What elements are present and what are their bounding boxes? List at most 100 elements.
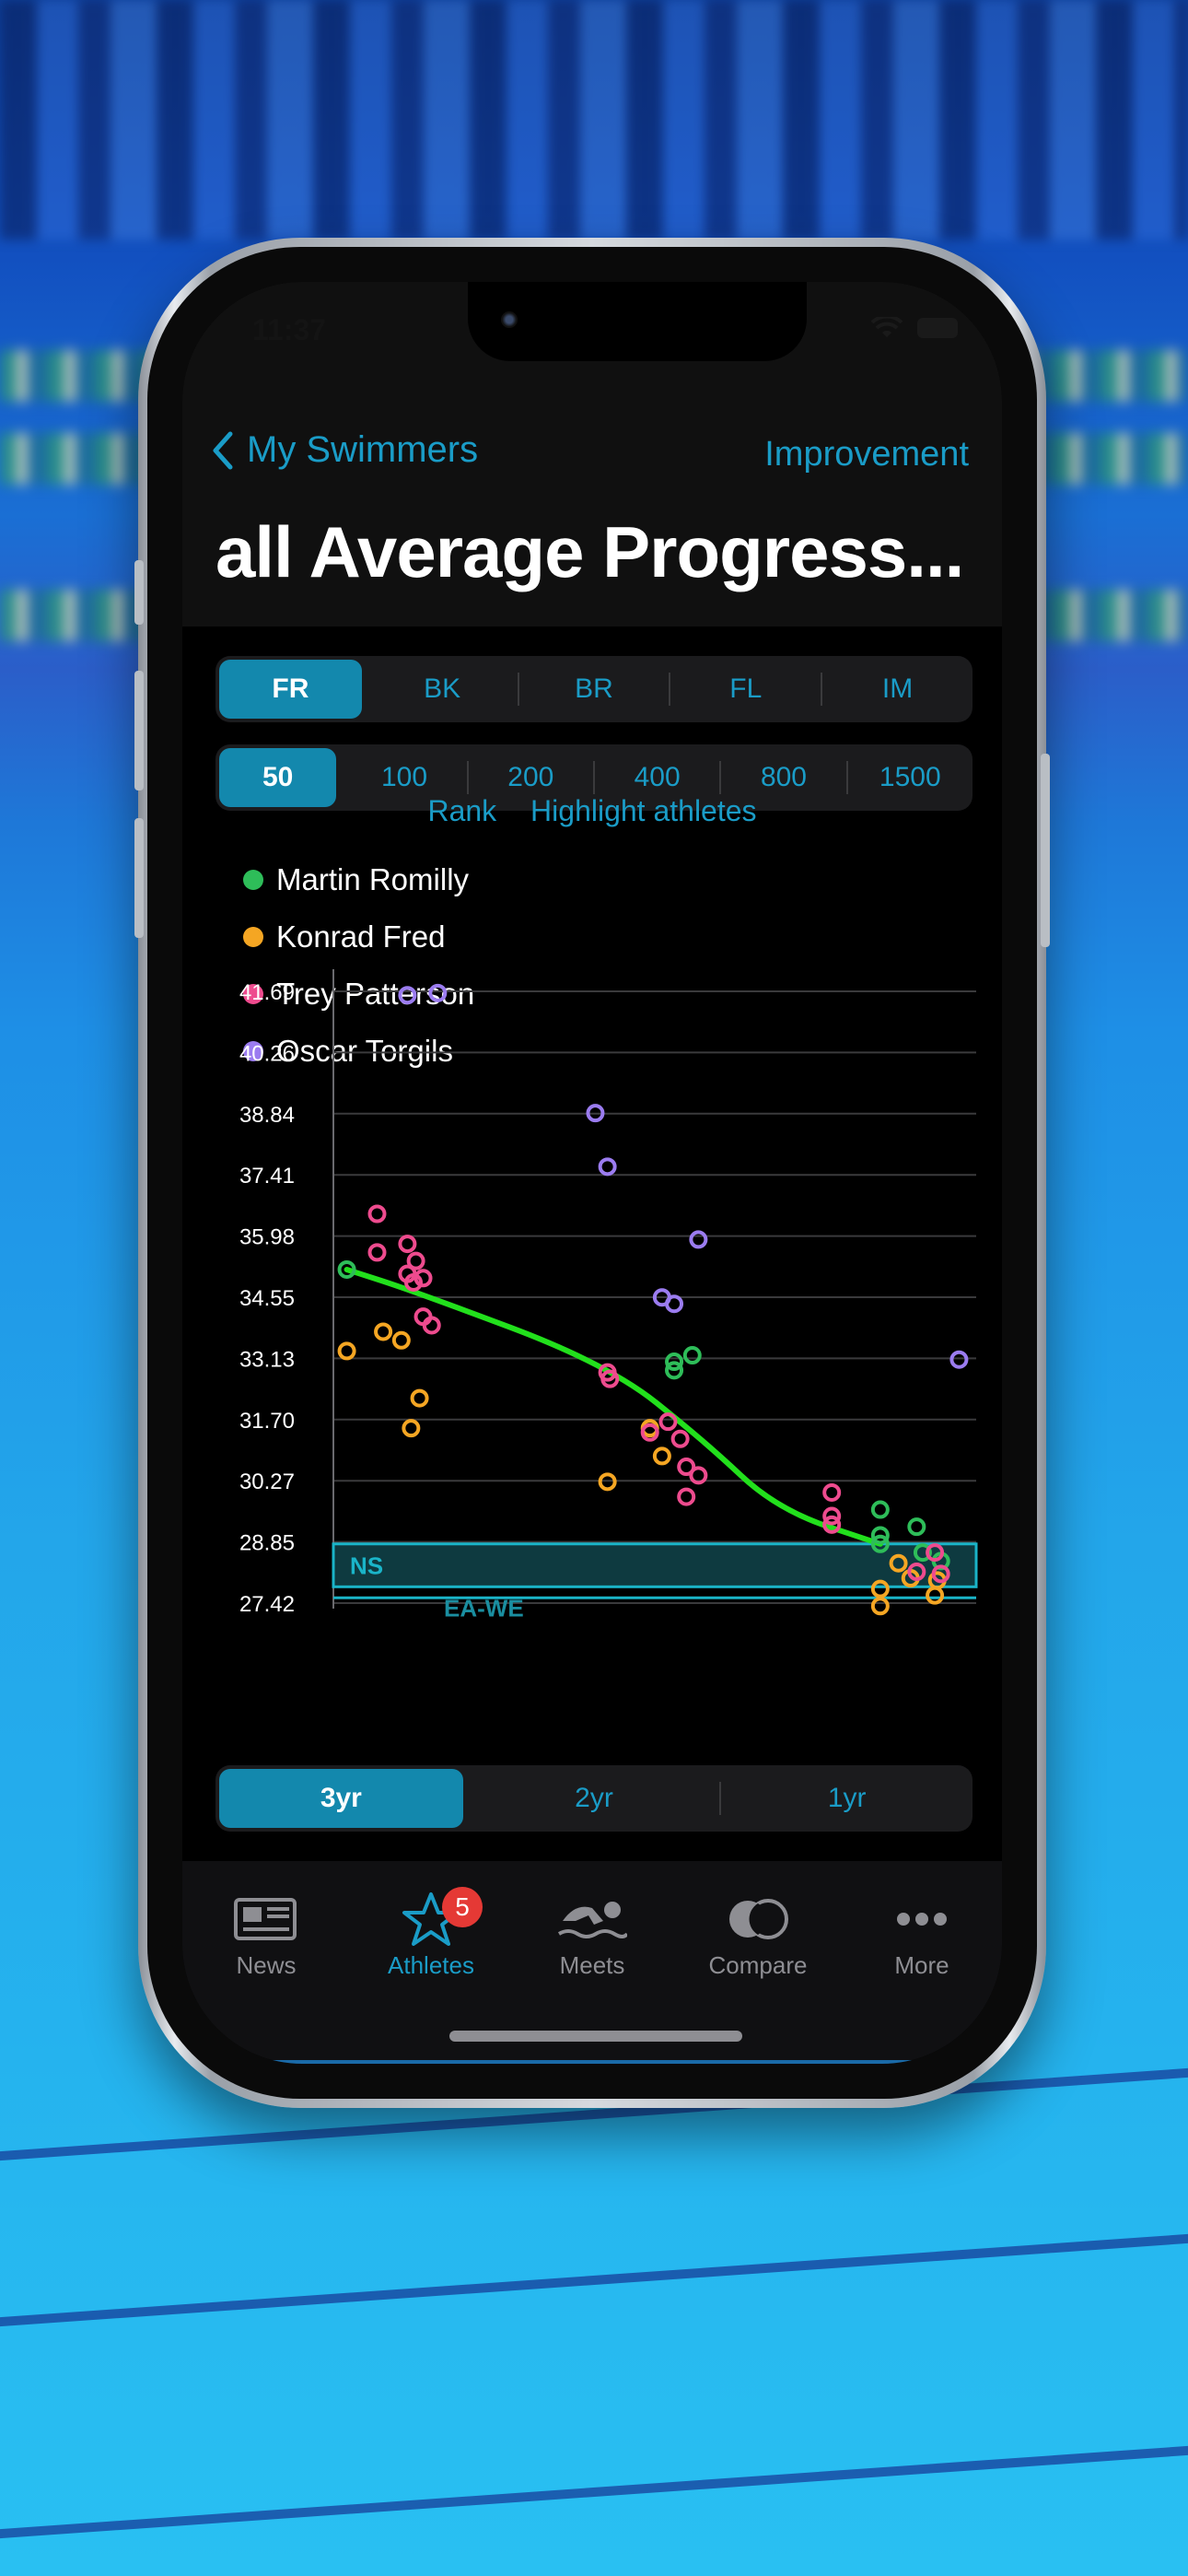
data-point [428, 983, 448, 1002]
data-point [931, 1564, 950, 1584]
y-tick-label: 38.84 [239, 1103, 295, 1128]
distance-option-1500[interactable]: 1500 [879, 762, 941, 792]
battery-icon [917, 318, 958, 338]
ea-we-band-label: EA-WE [444, 1594, 524, 1622]
stroke-option-fr[interactable]: FR [219, 660, 362, 719]
range-option-1yr[interactable]: 1yr [827, 1783, 867, 1813]
data-point [410, 1388, 429, 1408]
y-tick-label: 37.41 [239, 1164, 295, 1188]
legend-item[interactable]: Oscar Torgils [243, 1023, 453, 1080]
camera-icon [501, 311, 518, 328]
legend-item[interactable]: Konrad Fred [243, 908, 445, 966]
stroke-option-im[interactable]: IM [881, 673, 914, 704]
improvement-button[interactable]: Improvement [764, 435, 969, 474]
data-point [413, 1269, 433, 1288]
action-button [134, 560, 144, 625]
stroke-option-fl[interactable]: FL [729, 673, 763, 704]
data-point [870, 1579, 890, 1598]
lane-line [0, 2440, 1188, 2545]
highlight-athletes-button[interactable]: Highlight athletes [530, 794, 757, 827]
phone-frame: 11:37 My Swimmers Improvement all Averag… [134, 238, 1050, 2108]
back-button[interactable]: My Swimmers [210, 429, 478, 471]
dynamic-island [468, 282, 807, 361]
x-tick-label: 1/13 [562, 1635, 605, 1636]
data-point [658, 1412, 678, 1432]
distance-option-200[interactable]: 200 [507, 762, 554, 792]
separator [466, 761, 469, 794]
tab-news[interactable]: News [192, 1887, 340, 1980]
data-point [598, 1472, 617, 1492]
newspaper-icon [234, 1898, 297, 1940]
tab-more[interactable]: More [848, 1887, 996, 1980]
compare-icon [729, 1899, 788, 1939]
data-point [870, 1500, 890, 1519]
data-point [822, 1506, 842, 1526]
separator [845, 761, 848, 794]
tab-athletes[interactable]: Athletes 5 [357, 1887, 505, 1980]
separator [517, 673, 519, 706]
home-indicator[interactable] [449, 2031, 742, 2042]
separator [669, 673, 671, 706]
data-point [406, 1251, 425, 1270]
distance-option-50[interactable]: 50 [219, 748, 337, 807]
data-point [598, 1157, 617, 1177]
range-option-3yr[interactable]: 3yr [219, 1769, 463, 1828]
data-point [870, 1526, 890, 1545]
legend-label: Trey Patterson [276, 977, 475, 1011]
x-tick-label: 12/16 [798, 1635, 854, 1636]
y-tick-label: 40.26 [239, 1041, 295, 1066]
power-button [1041, 754, 1050, 947]
data-point [402, 1419, 421, 1438]
separator [719, 761, 722, 794]
stroke-option-bk[interactable]: BK [424, 673, 461, 704]
y-tick-label: 30.27 [239, 1469, 295, 1494]
data-point [367, 1204, 387, 1224]
data-point [398, 1235, 417, 1254]
tab-compare[interactable]: Compare [684, 1887, 832, 1980]
chart-actions: Rank Highlight athletes [182, 794, 1002, 828]
data-point [374, 1322, 393, 1341]
data-point [391, 1330, 411, 1350]
distance-selector: 50 100 200 400 800 1500 [215, 744, 973, 811]
legend-dot [243, 927, 263, 947]
ellipsis-icon [897, 1913, 947, 1926]
y-tick-label: 34.55 [239, 1286, 295, 1311]
data-point [870, 1597, 890, 1616]
ns-band-label: NS [350, 1551, 383, 1579]
legend-dot [243, 1041, 263, 1061]
distance-option-800[interactable]: 800 [760, 762, 807, 792]
data-point [677, 1487, 696, 1506]
data-point [907, 1517, 926, 1537]
back-label: My Swimmers [247, 429, 479, 470]
data-point [665, 1294, 684, 1314]
data-point [600, 1369, 620, 1388]
tab-label: Meets [559, 1951, 625, 1979]
pool-deck-blur [0, 0, 1188, 240]
rank-button[interactable]: Rank [427, 794, 497, 827]
legend-dot [243, 984, 263, 1004]
tab-label: More [894, 1951, 949, 1979]
data-point [822, 1482, 842, 1502]
notification-badge: 5 [442, 1887, 483, 1927]
data-point [665, 1361, 684, 1380]
tab-meets[interactable]: Meets [518, 1887, 666, 1980]
status-time: 11:37 [252, 313, 327, 346]
data-point [689, 1230, 708, 1249]
data-point [682, 1346, 702, 1365]
data-point [822, 1515, 842, 1534]
data-point [665, 1352, 684, 1372]
distance-option-400[interactable]: 400 [634, 762, 681, 792]
legend-item[interactable]: Trey Patterson [243, 966, 483, 1023]
distance-option-100[interactable]: 100 [380, 762, 428, 792]
legend-label: Konrad Fred [276, 919, 446, 954]
data-point [640, 1423, 659, 1442]
chevron-left-icon [213, 431, 233, 469]
range-option-2yr[interactable]: 2yr [575, 1783, 613, 1813]
progress-scatter-chart[interactable]: 41.69 40.26 38.84 37.41 35.98 34.55 33.13 31.70… [182, 954, 1002, 1636]
y-tick-label: 28.85 [239, 1531, 295, 1556]
legend-item[interactable]: Martin Romilly [243, 851, 483, 908]
stroke-selector: FR BK BR FL IM [215, 656, 973, 722]
stroke-option-br[interactable]: BR [575, 673, 613, 704]
status-icons [871, 317, 958, 339]
legend-dot [243, 870, 263, 890]
